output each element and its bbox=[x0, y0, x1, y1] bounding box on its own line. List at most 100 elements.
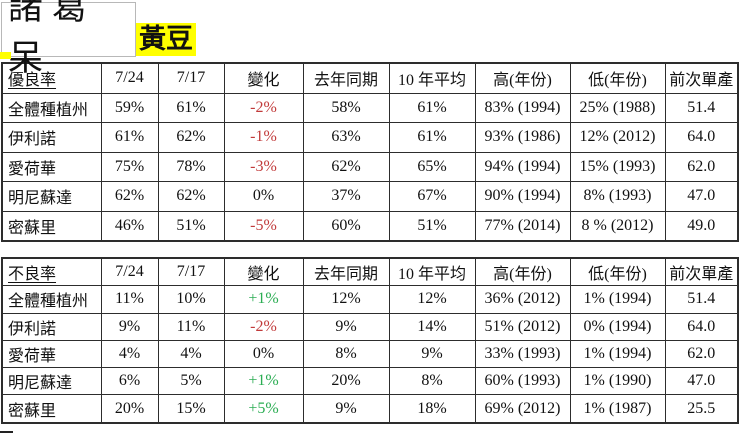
state-label: 伊利諾 bbox=[1, 122, 102, 153]
header-row: 不良率 7/24 7/17 變化 去年同期 10 年平均 高(年份) 低(年份) 前次單產 bbox=[1, 257, 739, 287]
value-cell: 51% (2012) bbox=[474, 312, 571, 341]
column-header: 變化 bbox=[223, 62, 304, 94]
value-cell: 8% (1993) bbox=[569, 181, 666, 212]
value-cell: 62% bbox=[100, 181, 159, 212]
value-cell: 6% bbox=[100, 367, 159, 396]
value-cell: 8 % (2012) bbox=[569, 210, 666, 242]
value-cell: 47.0 bbox=[664, 367, 739, 396]
value-cell: 67% bbox=[388, 181, 476, 212]
table-title: 優良率 bbox=[1, 62, 102, 94]
value-cell: 51% bbox=[388, 210, 476, 242]
value-cell: 15% (1993) bbox=[569, 151, 666, 182]
table-row: 全體種植州 11% 10% +1% 12% 12% 36% (2012) 1% (1994) 5… bbox=[1, 285, 739, 314]
good-rate-table-body: 優良率 7/24 7/17 變化 去年同期 10 年平均 高(年份) 低(年份) 前次單產 全體種… bbox=[1, 62, 739, 242]
column-header: 高(年份) bbox=[474, 62, 571, 94]
column-header: 前次單產 bbox=[664, 62, 739, 94]
value-cell: 9% bbox=[302, 312, 390, 341]
change-cell: -2% bbox=[223, 92, 304, 123]
value-cell: 5% bbox=[157, 367, 225, 396]
change-cell: +1% bbox=[223, 367, 304, 396]
value-cell: 46% bbox=[100, 210, 159, 242]
value-cell: 14% bbox=[388, 312, 476, 341]
good-rate-table: 優良率 7/24 7/17 變化 去年同期 10 年平均 高(年份) 低(年份) 前次單產 全體種… bbox=[1, 62, 739, 242]
value-cell: 10% bbox=[157, 285, 225, 314]
column-header: 變化 bbox=[223, 257, 304, 287]
table-row: 明尼蘇達 62% 62% 0% 37% 67% 90% (1994) 8% (1993) 47.… bbox=[1, 181, 739, 212]
value-cell: 12% bbox=[302, 285, 390, 314]
value-cell: 20% bbox=[302, 367, 390, 396]
value-cell: 64.0 bbox=[664, 312, 739, 341]
value-cell: 62.0 bbox=[664, 339, 739, 369]
value-cell: 37% bbox=[302, 181, 390, 212]
highlight-artifact bbox=[0, 52, 11, 59]
column-header: 高(年份) bbox=[474, 257, 571, 287]
state-label: 密蘇里 bbox=[1, 210, 102, 242]
page-header: 諸葛呆 黃豆 bbox=[0, 0, 740, 79]
column-header: 7/17 bbox=[157, 257, 225, 287]
value-cell: 62% bbox=[302, 151, 390, 182]
value-cell: 25% (1988) bbox=[569, 92, 666, 123]
value-cell: 61% bbox=[388, 122, 476, 153]
value-cell: 63% bbox=[302, 122, 390, 153]
value-cell: 60% bbox=[302, 210, 390, 242]
value-cell: 20% bbox=[100, 394, 159, 424]
value-cell: 75% bbox=[100, 151, 159, 182]
value-cell: 77% (2014) bbox=[474, 210, 571, 242]
state-label: 明尼蘇達 bbox=[1, 367, 102, 396]
change-cell: 0% bbox=[223, 181, 304, 212]
value-cell: 9% bbox=[100, 312, 159, 341]
column-header: 去年同期 bbox=[302, 62, 390, 94]
value-cell: 9% bbox=[302, 394, 390, 424]
change-cell: -2% bbox=[223, 312, 304, 341]
value-cell: 58% bbox=[302, 92, 390, 123]
author-stamp-text: 諸葛呆 bbox=[8, 0, 97, 79]
value-cell: 1% (1987) bbox=[569, 394, 666, 424]
column-header: 去年同期 bbox=[302, 257, 390, 287]
value-cell: 59% bbox=[100, 92, 159, 123]
value-cell: 61% bbox=[100, 122, 159, 153]
value-cell: 90% (1994) bbox=[474, 181, 571, 212]
value-cell: 47.0 bbox=[664, 181, 739, 212]
value-cell: 11% bbox=[100, 285, 159, 314]
state-label: 全體種植州 bbox=[1, 92, 102, 123]
value-cell: 4% bbox=[157, 339, 225, 369]
value-cell: 64.0 bbox=[664, 122, 739, 153]
value-cell: 15% bbox=[157, 394, 225, 424]
value-cell: 69% (2012) bbox=[474, 394, 571, 424]
state-label: 全體種植州 bbox=[1, 285, 102, 314]
column-header: 低(年份) bbox=[569, 62, 666, 94]
column-header: 前次單產 bbox=[664, 257, 739, 287]
value-cell: 11% bbox=[157, 312, 225, 341]
value-cell: 62% bbox=[157, 181, 225, 212]
change-cell: 0% bbox=[223, 339, 304, 369]
change-cell: +5% bbox=[223, 394, 304, 424]
value-cell: 61% bbox=[157, 92, 225, 123]
table-row: 伊利諾 9% 11% -2% 9% 14% 51% (2012) 0% (1994) 64.0 bbox=[1, 312, 739, 341]
value-cell: 8% bbox=[388, 367, 476, 396]
change-cell: -3% bbox=[223, 151, 304, 182]
table-row: 愛荷華 75% 78% -3% 62% 65% 94% (1994) 15% (1993) 62… bbox=[1, 151, 739, 182]
table-row: 伊利諾 61% 62% -1% 63% 61% 93% (1986) 12% (2012) 64… bbox=[1, 122, 739, 153]
state-label: 伊利諾 bbox=[1, 312, 102, 341]
change-cell: -1% bbox=[223, 122, 304, 153]
value-cell: 83% (1994) bbox=[474, 92, 571, 123]
commodity-highlight-label: 黃豆 bbox=[136, 23, 196, 56]
column-header: 低(年份) bbox=[569, 257, 666, 287]
value-cell: 36% (2012) bbox=[474, 285, 571, 314]
value-cell: 1% (1994) bbox=[569, 339, 666, 369]
value-cell: 0% (1994) bbox=[569, 312, 666, 341]
state-label: 愛荷華 bbox=[1, 151, 102, 182]
value-cell: 51% bbox=[157, 210, 225, 242]
value-cell: 4% bbox=[100, 339, 159, 369]
value-cell: 8% bbox=[302, 339, 390, 369]
column-header: 7/24 bbox=[100, 257, 159, 287]
table-title: 不良率 bbox=[1, 257, 102, 287]
value-cell: 61% bbox=[388, 92, 476, 123]
author-stamp-box: 諸葛呆 bbox=[1, 0, 136, 79]
value-cell: 12% bbox=[388, 285, 476, 314]
value-cell: 18% bbox=[388, 394, 476, 424]
state-label: 愛荷華 bbox=[1, 339, 102, 369]
poor-rate-table-body: 不良率 7/24 7/17 變化 去年同期 10 年平均 高(年份) 低(年份) 前次單產 全體種… bbox=[1, 257, 739, 424]
state-label: 密蘇里 bbox=[1, 394, 102, 424]
